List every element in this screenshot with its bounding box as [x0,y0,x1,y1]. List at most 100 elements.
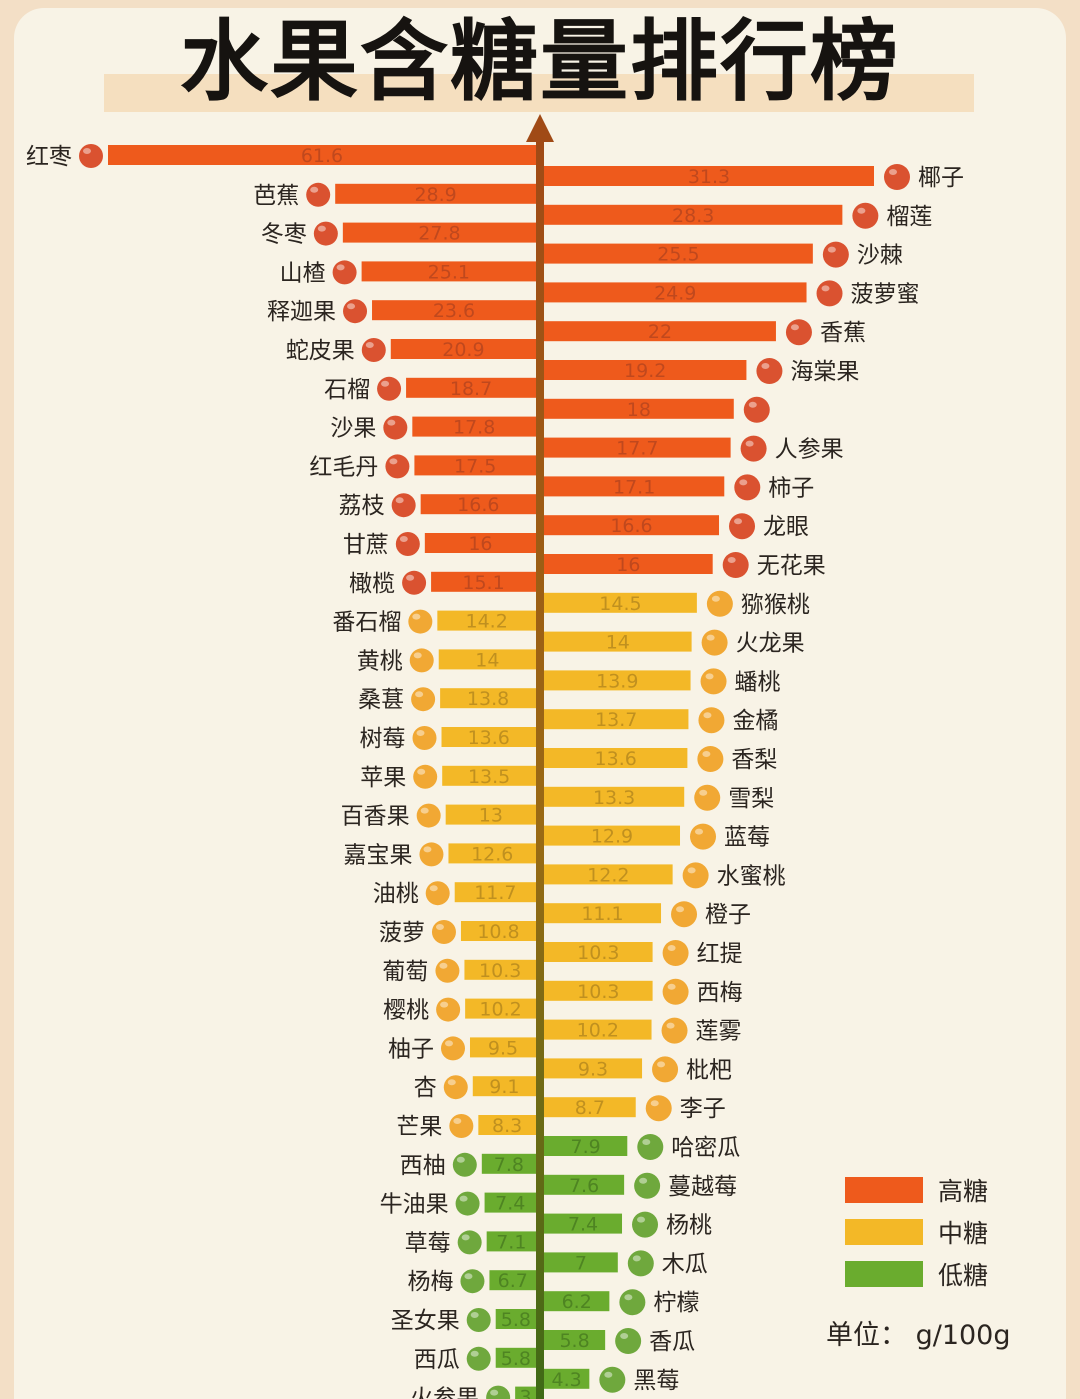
category-label: 苹果 [360,765,406,791]
bar-value-label: 13 [479,805,503,827]
fruit-highlight-icon [642,1139,651,1145]
bar-value-label: 10.3 [577,942,619,964]
fruit-highlight-icon [447,1079,456,1086]
fruit-icon [419,842,444,867]
bar-left [464,959,536,980]
fruit-highlight-icon [604,1371,613,1378]
bar-value-label: 28.9 [414,184,456,206]
bar-left [438,649,536,670]
bar-value-label: 9.5 [488,1037,518,1059]
bar-value-label: 16.6 [457,494,499,516]
category-label: 莲雾 [696,1019,742,1045]
fruit-highlight-icon [699,789,708,796]
bar-value-label: 11.7 [474,882,516,904]
bar-left [390,339,536,359]
category-label: 火参果 [410,1386,479,1399]
fruit-icon [756,358,783,384]
fruit-highlight-icon [317,225,326,232]
category-label: 柿子 [768,475,814,501]
bar-right [544,1174,625,1195]
fruit-highlight-icon [624,1294,633,1301]
bar-value-label: 5.8 [559,1330,589,1352]
fruit-icon [816,280,843,307]
bar-value-label: 6.2 [562,1291,592,1313]
fruit-icon [455,1191,480,1216]
fruit-icon [436,997,461,1022]
category-label: 甘蔗 [343,532,389,558]
bar-value-label: 7.4 [495,1193,525,1215]
fruit-icon [409,648,434,673]
bar-value-label: 19.2 [624,360,666,382]
bar-left [420,494,536,515]
center-axis [536,138,544,1399]
fruit-icon [694,784,721,811]
category-label: 红枣 [26,144,72,170]
fruit-icon [391,493,416,518]
fruit-icon [466,1346,491,1371]
bar-right [544,1136,628,1156]
bar-left [515,1386,536,1399]
bar-right [544,515,720,536]
fruit-icon [701,629,728,656]
bar-left [342,222,536,243]
fruit-icon [662,978,689,1005]
fruit-highlight-icon [365,342,374,348]
fruit-icon [729,513,756,540]
bar-value-label: 31.3 [688,166,730,188]
bar-right [544,942,653,962]
bar-value-label: 13.6 [595,748,637,770]
bar-value-label: 8.3 [492,1115,522,1137]
fruit-highlight-icon [399,536,408,542]
category-label: 蓝莓 [724,825,770,851]
category-label: 红毛丹 [309,454,378,480]
bar-right [544,166,874,186]
bar-right [544,321,776,342]
fruit-icon [822,241,849,268]
fruit-highlight-icon [889,169,897,175]
bar-left [442,765,536,786]
fruit-icon [852,202,879,229]
fruit-highlight-icon [413,652,422,659]
bar-left [412,416,536,437]
category-label: 杨梅 [407,1269,453,1295]
fruit-icon [785,319,812,346]
category-label: 嘉宝果 [343,842,412,868]
bar-right [544,398,734,419]
bar-value-label: 13.5 [468,766,510,788]
fruit-highlight-icon [406,574,415,581]
fruit-highlight-icon [727,557,736,563]
category-label: 海棠果 [790,359,859,385]
category-label: 沙果 [330,416,376,442]
category-label: 樱桃 [383,998,429,1024]
fruit-icon [734,474,761,501]
bar-left [440,688,536,709]
fruit-icon [425,881,450,906]
legend-swatch [845,1219,923,1245]
category-label: 枇杷 [686,1057,732,1083]
fruit-highlight-icon [429,885,438,892]
category-label: 榴莲 [886,204,932,230]
fruit-highlight-icon [650,1100,659,1107]
category-label: 橄榄 [349,571,395,597]
bar-value-label: 17.5 [454,455,496,477]
category-label: 油桃 [373,881,419,907]
category-label: 蔓越莓 [668,1174,737,1200]
fruit-icon [690,823,717,850]
fruit-icon [697,746,724,772]
category-label: 椰子 [918,165,964,191]
fruit-icon [662,940,689,966]
bar-value-label: 10.3 [479,960,521,982]
bar-value-label: 3 [520,1387,532,1399]
fruit-highlight-icon [687,867,696,874]
fruit-highlight-icon [676,906,685,913]
category-label: 树莓 [360,726,406,752]
bar-left [448,843,536,864]
fruit-icon [313,221,338,246]
bar-value-label: 18 [627,399,651,421]
bar-value-label: 16 [468,533,492,555]
right-bars-group: 31.3 28.3 25.5 24.9 22 19.2 18 17.7 17.1 16.6 16 14… [544,166,874,1391]
fruit-highlight-icon [461,1234,470,1241]
fruit-highlight-icon [761,363,770,369]
category-label: 牛油果 [380,1192,449,1218]
bar-value-label: 25.5 [657,244,699,266]
